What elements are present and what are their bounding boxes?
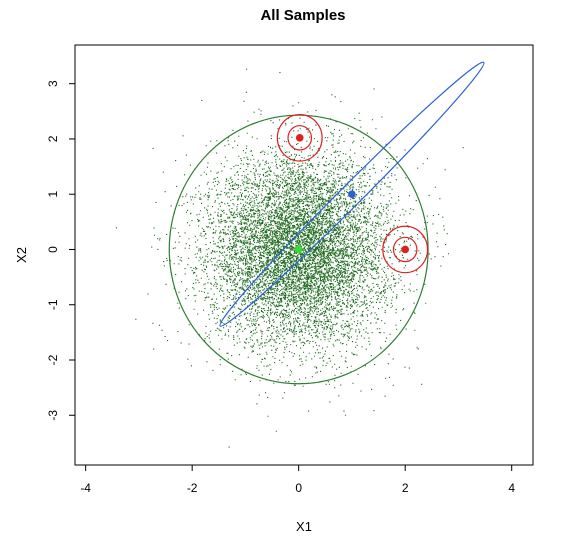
red-lower-point bbox=[401, 245, 409, 254]
y-axis-label: X2 bbox=[14, 247, 29, 263]
y-tick-label: -1 bbox=[46, 299, 60, 310]
scatter-dots bbox=[115, 68, 464, 448]
red-outer-circle-lower bbox=[382, 225, 429, 274]
x-tick-label: -4 bbox=[80, 481, 91, 495]
overlay-shapes bbox=[168, 61, 485, 385]
scatter-points bbox=[115, 68, 464, 448]
y-tick-label: 2 bbox=[46, 135, 60, 142]
x-tick-label: 2 bbox=[402, 481, 409, 495]
blue-ellipse bbox=[219, 61, 485, 327]
red-upper-point bbox=[295, 134, 304, 142]
y-tick-label: -3 bbox=[46, 410, 60, 421]
x-axis-label: X1 bbox=[296, 519, 312, 534]
x-tick-label: -2 bbox=[187, 481, 198, 495]
y-axis: -3 -2 -1 0 1 2 3 bbox=[46, 80, 76, 421]
chart-title: All Samples bbox=[260, 7, 345, 24]
x-tick-label: 4 bbox=[508, 481, 515, 495]
red-inner-circle-lower bbox=[392, 236, 418, 263]
y-tick-label: 1 bbox=[46, 191, 60, 198]
x-axis: -4 -2 0 2 4 bbox=[80, 464, 515, 495]
green-center-point bbox=[294, 245, 303, 254]
x-tick-label: 0 bbox=[295, 481, 302, 495]
y-tick-label: -2 bbox=[46, 354, 60, 365]
red-outer-circle-upper bbox=[276, 114, 323, 162]
y-tick-label: 3 bbox=[46, 80, 60, 87]
red-inner-circle-upper bbox=[287, 125, 313, 151]
y-tick-label: 0 bbox=[46, 246, 60, 253]
blue-center-point bbox=[348, 190, 356, 199]
